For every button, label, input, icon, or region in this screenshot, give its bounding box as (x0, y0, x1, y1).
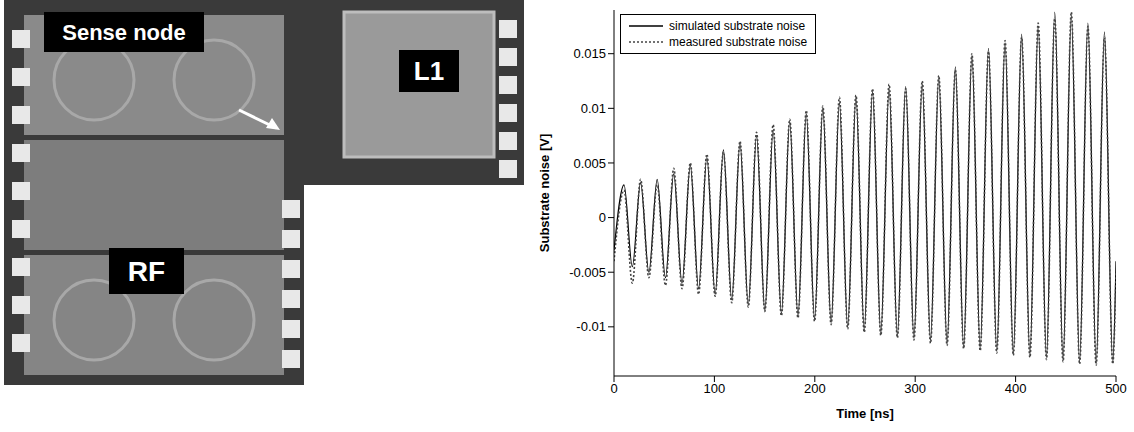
svg-text:0: 0 (610, 381, 617, 396)
svg-text:Time [ns]: Time [ns] (836, 406, 894, 421)
svg-text:0.005: 0.005 (573, 156, 606, 171)
svg-text:-0.01: -0.01 (576, 319, 606, 334)
svg-text:RF: RF (128, 256, 165, 287)
svg-text:L1: L1 (414, 56, 444, 86)
svg-text:Sense node: Sense node (62, 20, 185, 45)
svg-text:500: 500 (1105, 381, 1127, 396)
svg-text:100: 100 (704, 381, 726, 396)
svg-text:0: 0 (599, 210, 606, 225)
html-text:measured substrate noise: measured substrate noise (669, 35, 808, 49)
svg-text:400: 400 (1005, 381, 1027, 396)
svg-text:300: 300 (904, 381, 926, 396)
svg-text:Substrate noise [V]: Substrate noise [V] (537, 134, 552, 252)
svg-text:-0.005: -0.005 (569, 265, 606, 280)
svg-text:0.015: 0.015 (573, 46, 606, 61)
svg-text:0.01: 0.01 (581, 101, 606, 116)
html-text:simulated substrate noise: simulated substrate noise (669, 19, 806, 33)
svg-text:200: 200 (804, 381, 826, 396)
